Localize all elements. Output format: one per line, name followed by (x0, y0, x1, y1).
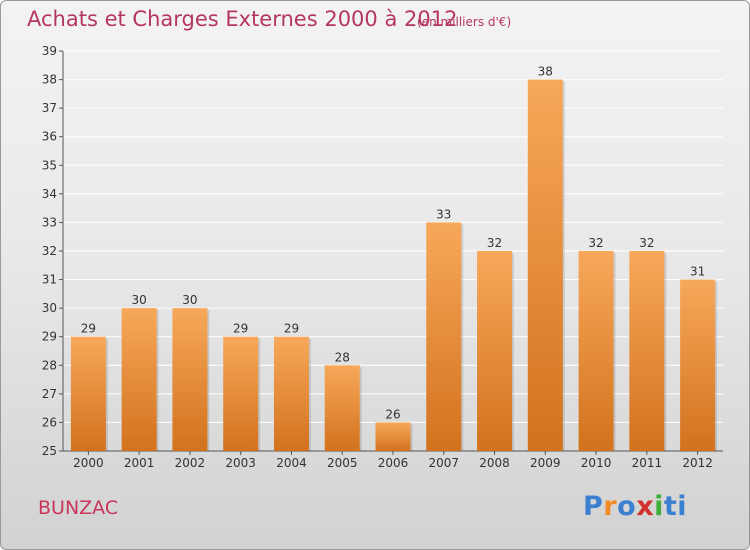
x-tick-label: 2012 (682, 456, 713, 470)
logo-letter: i (677, 491, 688, 522)
x-tick-label: 2004 (276, 456, 307, 470)
data-label: 32 (639, 236, 654, 250)
logo-letter: r (603, 491, 618, 522)
y-tick-label: 36 (42, 130, 57, 144)
chart-subtitle: (en milliers d'€) (417, 15, 512, 29)
y-tick-label: 31 (42, 273, 57, 287)
bar-2001 (121, 308, 157, 451)
data-label: 28 (335, 350, 350, 364)
x-tick-label: 2003 (225, 456, 256, 470)
y-tick-label: 29 (42, 330, 57, 344)
data-label: 31 (690, 265, 705, 279)
logo-letter: i (654, 491, 664, 522)
x-tick-label: 2009 (530, 456, 561, 470)
data-label: 26 (385, 407, 400, 421)
logo-letter: P (583, 491, 604, 522)
y-tick-label: 35 (42, 158, 57, 172)
data-label: 30 (132, 293, 147, 307)
data-label: 38 (538, 65, 553, 79)
y-tick-label: 34 (42, 187, 57, 201)
bar-2000 (70, 336, 106, 451)
bar-2004 (273, 336, 309, 451)
y-tick-label: 38 (42, 73, 57, 87)
y-tick-label: 30 (42, 301, 57, 315)
x-tick-label: 2010 (581, 456, 612, 470)
data-label: 33 (436, 207, 451, 221)
data-label: 29 (284, 322, 299, 336)
bar-2012 (680, 279, 716, 451)
chart-title: Achats et Charges Externes 2000 à 2012 (27, 7, 458, 31)
bars (70, 79, 718, 452)
data-label: 29 (233, 322, 248, 336)
y-tick-label: 26 (42, 415, 57, 429)
bar-2009 (527, 79, 563, 452)
y-tick-label: 27 (42, 387, 57, 401)
x-tick-label: 2006 (378, 456, 409, 470)
x-tick-label: 2007 (428, 456, 459, 470)
x-tick-label: 2000 (73, 456, 104, 470)
grid-lines (63, 50, 723, 452)
bar-2011 (629, 251, 665, 451)
y-tick-label: 37 (42, 101, 57, 115)
bar-2003 (223, 336, 259, 451)
data-label: 29 (81, 322, 96, 336)
y-tick-label: 32 (42, 244, 57, 258)
labels: 25 26 27 28 29 30 31 32 33 34 35 36 37 38 39 2000 29 2001… (42, 44, 713, 470)
bar-2006 (375, 422, 411, 451)
bar-2007 (426, 222, 462, 451)
x-tick-label: 2001 (124, 456, 155, 470)
data-label: 30 (182, 293, 197, 307)
y-tick-label: 28 (42, 358, 57, 372)
bar-2005 (324, 365, 360, 451)
data-label: 32 (487, 236, 502, 250)
logo-letter: x (636, 491, 655, 522)
commune-name: BUNZAC (38, 497, 119, 519)
bar-2010 (578, 251, 614, 451)
y-tick-label: 25 (42, 444, 57, 458)
y-tick-label: 39 (42, 44, 57, 58)
bar-2008 (477, 251, 513, 451)
logo-letter: o (617, 491, 637, 522)
x-tick-label: 2002 (175, 456, 206, 470)
y-tick-label: 33 (42, 215, 57, 229)
proxiti-logo[interactable]: Proxiti (583, 491, 687, 522)
bar-2002 (172, 308, 208, 451)
x-tick-label: 2008 (479, 456, 510, 470)
data-label: 32 (588, 236, 603, 250)
x-tick-label: 2011 (632, 456, 663, 470)
x-tick-label: 2005 (327, 456, 358, 470)
logo-letter: t (663, 491, 678, 522)
